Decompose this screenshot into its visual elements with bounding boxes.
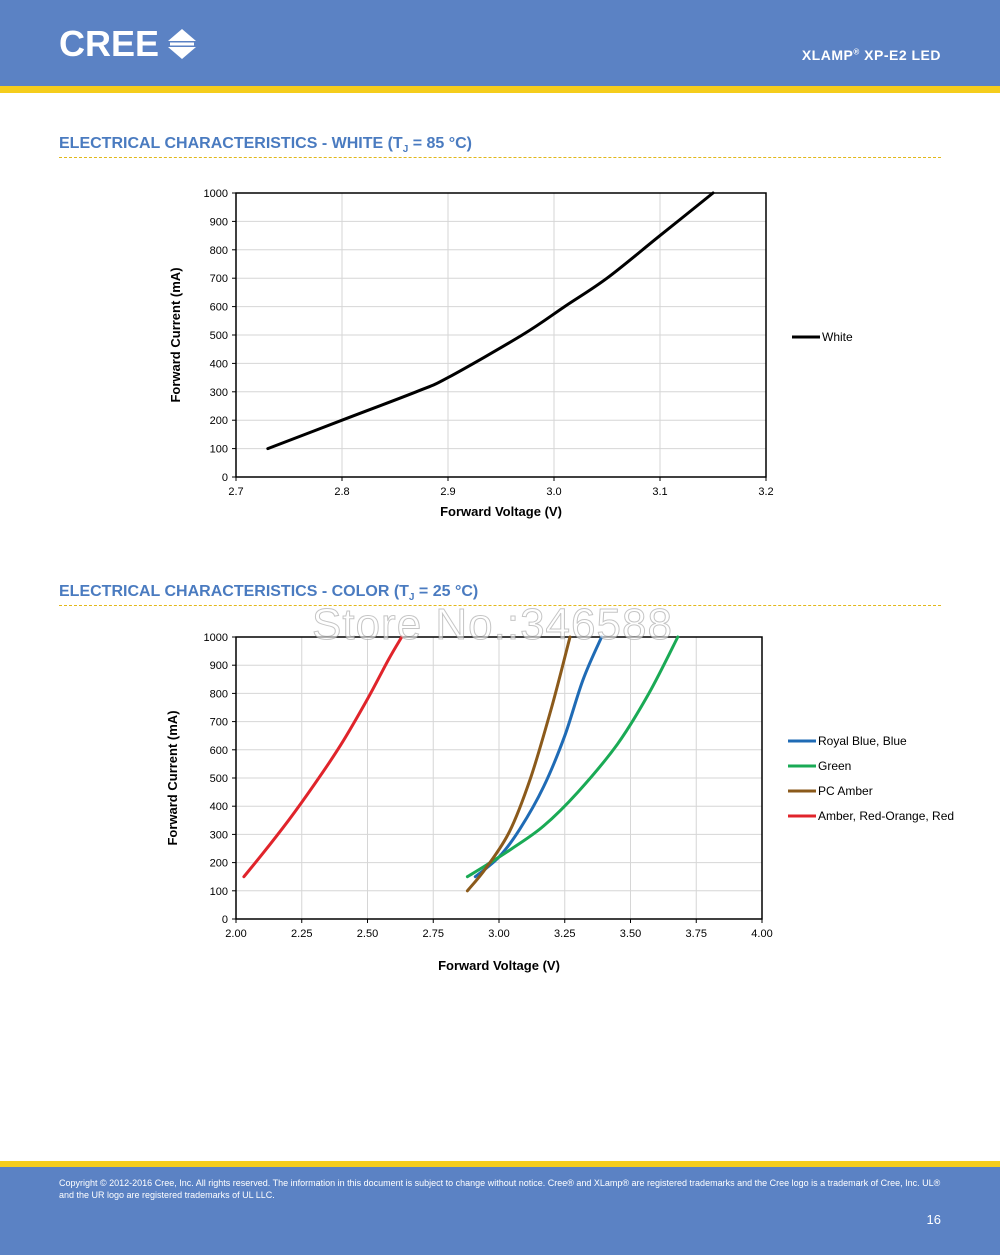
- y-tick-label: 200: [210, 858, 228, 870]
- x-tick-label: 3.50: [620, 928, 641, 940]
- y-tick-label: 700: [210, 273, 228, 285]
- white-forward-voltage-chart: 2.7 2.8 2.9 3.0 3.1 3.2 0 100 200 300 400 500 600 700…: [168, 188, 853, 519]
- color-forward-voltage-chart: 2.00 2.25 2.50 2.75 3.00 3.25 3.50 3.75 4.00 0 100…: [165, 632, 954, 973]
- section-title-color: ELECTRICAL CHARACTERISTICS - COLOR (TJ =…: [59, 583, 479, 604]
- y-tick-label: 100: [210, 886, 228, 898]
- header-stripe: [0, 86, 1000, 93]
- y-tick-label: 300: [210, 387, 228, 399]
- y-tick-label: 400: [210, 358, 228, 370]
- x-tick-label: 3.25: [554, 928, 575, 940]
- y-tick-label: 200: [210, 415, 228, 427]
- y-tick-label: 300: [210, 829, 228, 841]
- legend-label: Royal Blue, Blue: [818, 734, 907, 748]
- y-tick-label: 400: [210, 801, 228, 813]
- y-tick-label: 700: [210, 717, 228, 729]
- y-tick-label: 900: [210, 660, 228, 672]
- logo-text: CREE: [59, 23, 160, 64]
- plot-frame: [235, 636, 763, 920]
- page-footer: Copyright © 2012-2016 Cree, Inc. All rig…: [0, 1167, 1000, 1255]
- series-line-amber-red-orange-red: [242, 635, 404, 879]
- x-axis-label: Forward Voltage (V): [438, 958, 560, 973]
- x-tick-label: 3.1: [652, 486, 667, 498]
- y-tick-label: 800: [210, 245, 228, 257]
- x-tick-label: 2.75: [423, 928, 444, 940]
- y-axis-label: Forward Current (mA): [165, 710, 180, 845]
- copyright-text: Copyright © 2012-2016 Cree, Inc. All rig…: [59, 1178, 941, 1200]
- footer-stripe: [0, 1161, 1000, 1167]
- page-number: 16: [926, 1212, 941, 1227]
- y-tick-label: 800: [210, 688, 228, 700]
- y-tick-label: 0: [222, 914, 228, 926]
- cree-diamond-icon: [168, 29, 197, 59]
- y-tick-label: 500: [210, 773, 228, 785]
- x-tick-label: 3.75: [686, 928, 707, 940]
- y-axis-label: Forward Current (mA): [168, 267, 183, 402]
- x-tick-label: 4.00: [751, 928, 772, 940]
- y-tick-label: 1000: [204, 632, 228, 644]
- page-header: CREE XLAMP® XP-E2 LED: [0, 0, 1000, 86]
- y-tick-label: 900: [210, 216, 228, 228]
- x-tick-label: 2.9: [440, 486, 455, 498]
- x-tick-label: 3.00: [488, 928, 509, 940]
- x-tick-label: 2.00: [225, 928, 246, 940]
- x-tick-label: 3.0: [546, 486, 561, 498]
- section-title-white: ELECTRICAL CHARACTERISTICS - WHITE (TJ =…: [59, 135, 473, 156]
- legend-label: Green: [818, 759, 851, 773]
- x-tick-label: 2.50: [357, 928, 378, 940]
- legend-label: White: [822, 330, 853, 344]
- x-tick-label: 2.8: [334, 486, 349, 498]
- y-tick-label: 600: [210, 745, 228, 757]
- y-tick-label: 1000: [204, 188, 228, 200]
- legend-label: Amber, Red-Orange, Red: [818, 809, 954, 823]
- plot-frame: [235, 192, 767, 478]
- legend-label: PC Amber: [818, 784, 873, 798]
- x-tick-label: 2.7: [228, 486, 243, 498]
- y-tick-label: 100: [210, 444, 228, 456]
- y-tick-label: 500: [210, 330, 228, 342]
- series-line-white: [266, 191, 715, 451]
- x-axis-label: Forward Voltage (V): [440, 504, 562, 519]
- store-watermark: Store No.:346588: [312, 600, 673, 650]
- section-divider: [59, 605, 941, 606]
- series-line-pc-amber: [465, 635, 572, 893]
- cree-logo: CREE: [59, 23, 199, 64]
- y-tick-label: 0: [222, 472, 228, 484]
- x-tick-label: 3.2: [758, 486, 773, 498]
- y-tick-label: 600: [210, 302, 228, 314]
- section-divider: [59, 157, 941, 158]
- x-tick-label: 2.25: [291, 928, 312, 940]
- document-title: XLAMP® XP-E2 LED: [801, 47, 941, 63]
